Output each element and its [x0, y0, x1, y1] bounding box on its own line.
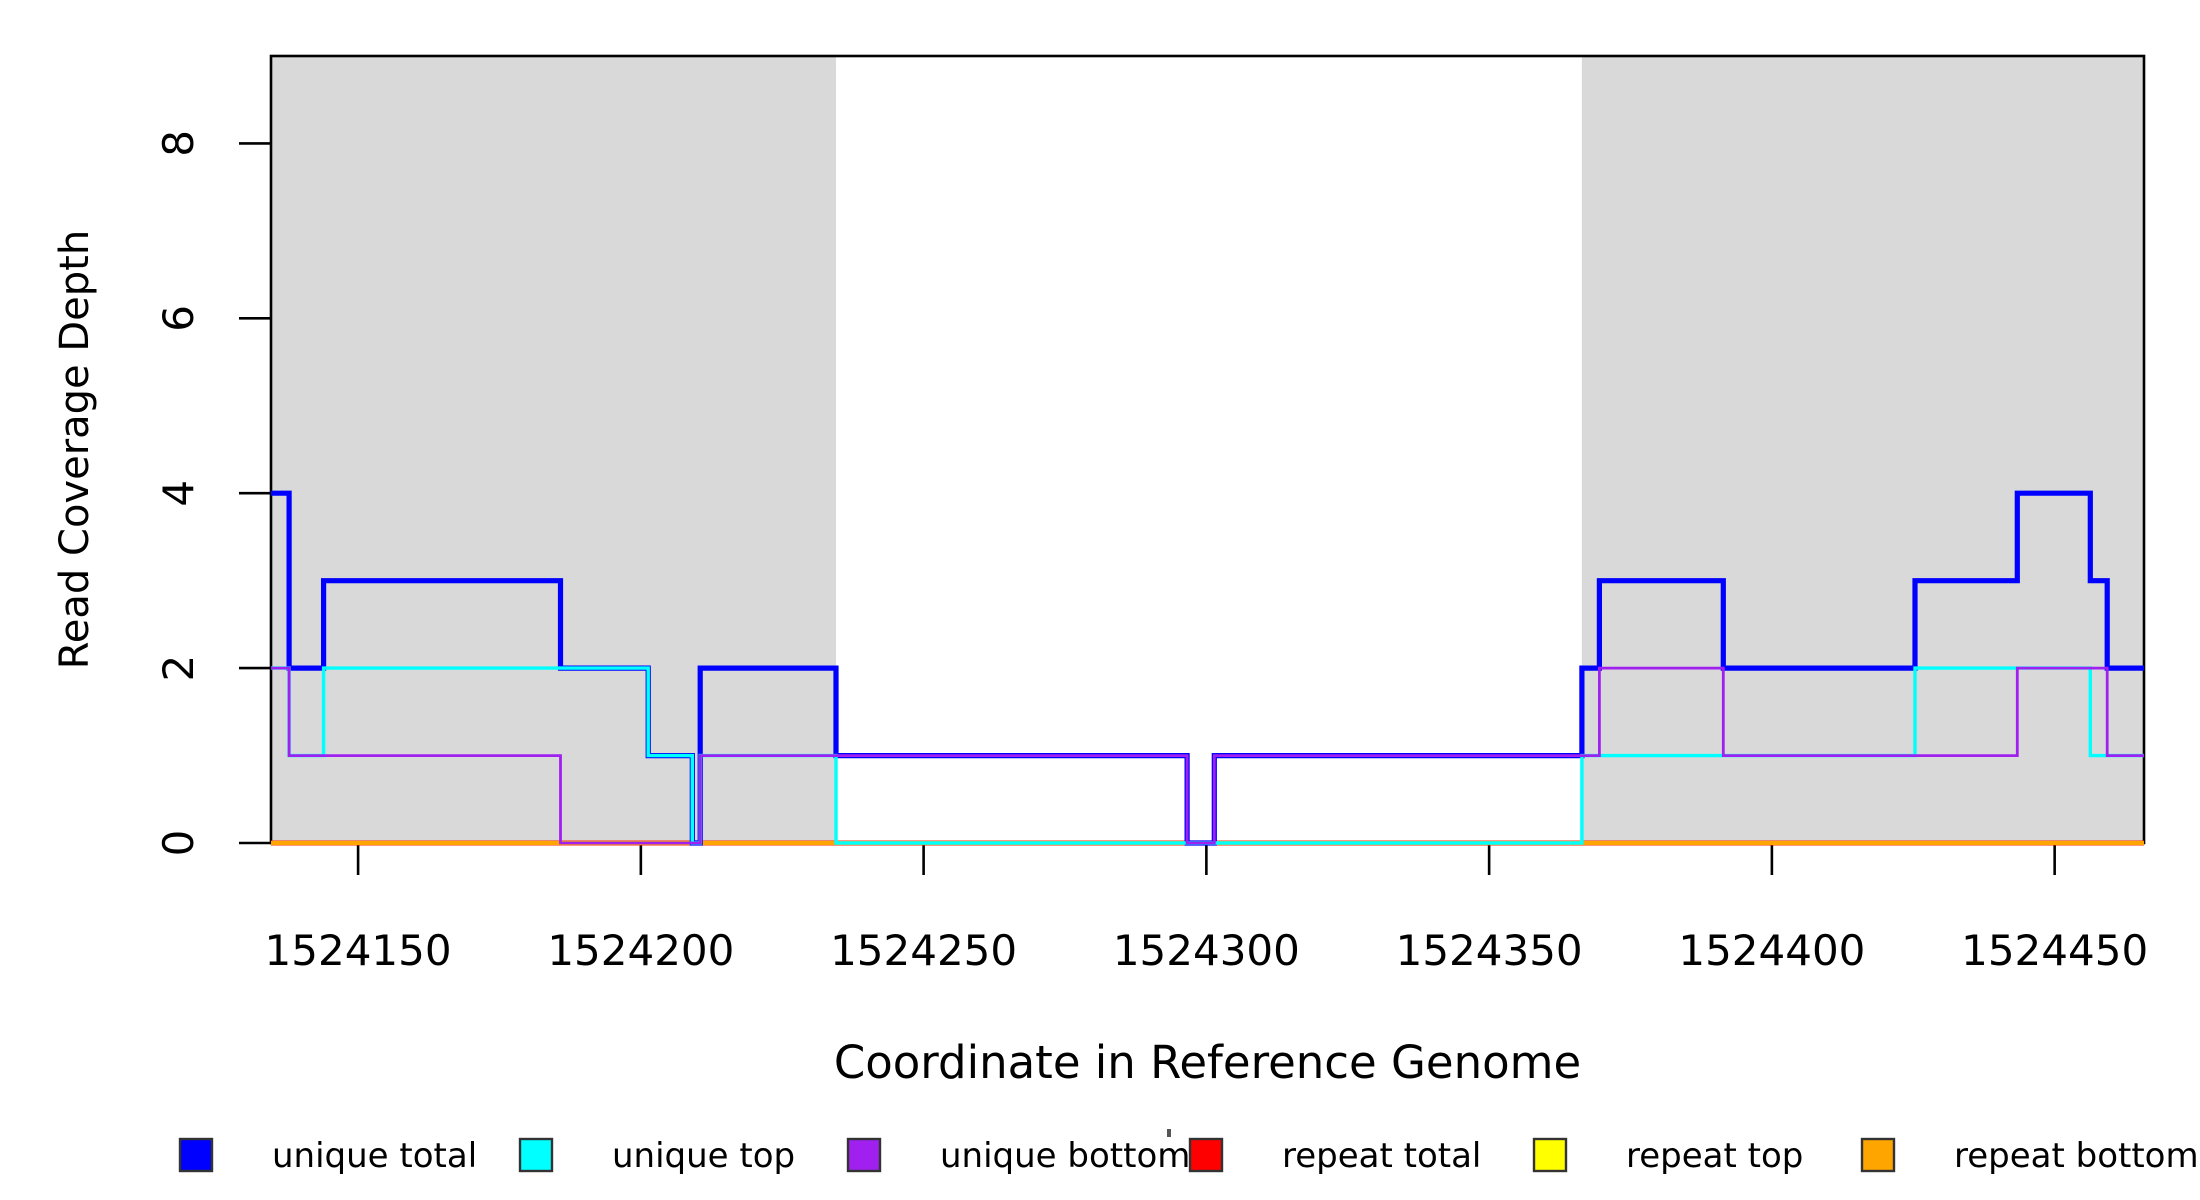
- repeat-region-left-shading: [271, 56, 836, 843]
- y-tick-label: 0: [154, 830, 203, 857]
- y-tick-label: 8: [154, 130, 203, 157]
- legend-item-repeat-total: repeat total: [1188, 1136, 1481, 1176]
- legend-label: unique total: [272, 1136, 477, 1176]
- legend-label: repeat total: [1282, 1136, 1481, 1176]
- legend-label: unique bottom: [940, 1136, 1190, 1176]
- x-tick-label: 1524400: [1678, 926, 1865, 975]
- legend-label: repeat top: [1626, 1136, 1803, 1176]
- y-tick-label: 4: [154, 480, 203, 507]
- repeat-region-right-shading: [1581, 56, 2144, 843]
- legend-item-unique-total: unique total: [178, 1136, 477, 1176]
- x-tick-label: 1524250: [830, 926, 1017, 975]
- y-tick-label: 6: [154, 305, 203, 332]
- legend-swatch-unique-bottom: [846, 1137, 882, 1173]
- legend-swatch-repeat-bottom: [1860, 1137, 1896, 1173]
- legend-swatch-repeat-total: [1188, 1137, 1224, 1173]
- legend-swatch-unique-total: [178, 1137, 214, 1173]
- y-tick-label: 2: [154, 655, 203, 682]
- stray-mark: [1167, 1129, 1171, 1137]
- legend-item-unique-top: unique top: [518, 1136, 795, 1176]
- unique-bottom-line: [271, 666, 2144, 845]
- legend-swatch-repeat-top: [1532, 1137, 1568, 1173]
- x-tick-label: 1524300: [1113, 926, 1300, 975]
- legend-item-unique-bottom: unique bottom: [846, 1136, 1190, 1176]
- x-tick-label: 1524450: [1961, 926, 2148, 975]
- legend-swatch-unique-top: [518, 1137, 554, 1173]
- y-axis-title: Read Coverage Depth: [52, 230, 98, 669]
- x-tick-label: 1524200: [547, 926, 734, 975]
- legend-label: repeat bottom: [1954, 1136, 2199, 1176]
- x-axis-title: Coordinate in Reference Genome: [834, 1036, 1581, 1089]
- legend-item-repeat-top: repeat top: [1532, 1136, 1803, 1176]
- x-tick-label: 1524350: [1396, 926, 1583, 975]
- x-tick-label: 1524150: [265, 926, 452, 975]
- legend-label: unique top: [612, 1136, 795, 1176]
- legend-item-repeat-bottom: repeat bottom: [1860, 1136, 2199, 1176]
